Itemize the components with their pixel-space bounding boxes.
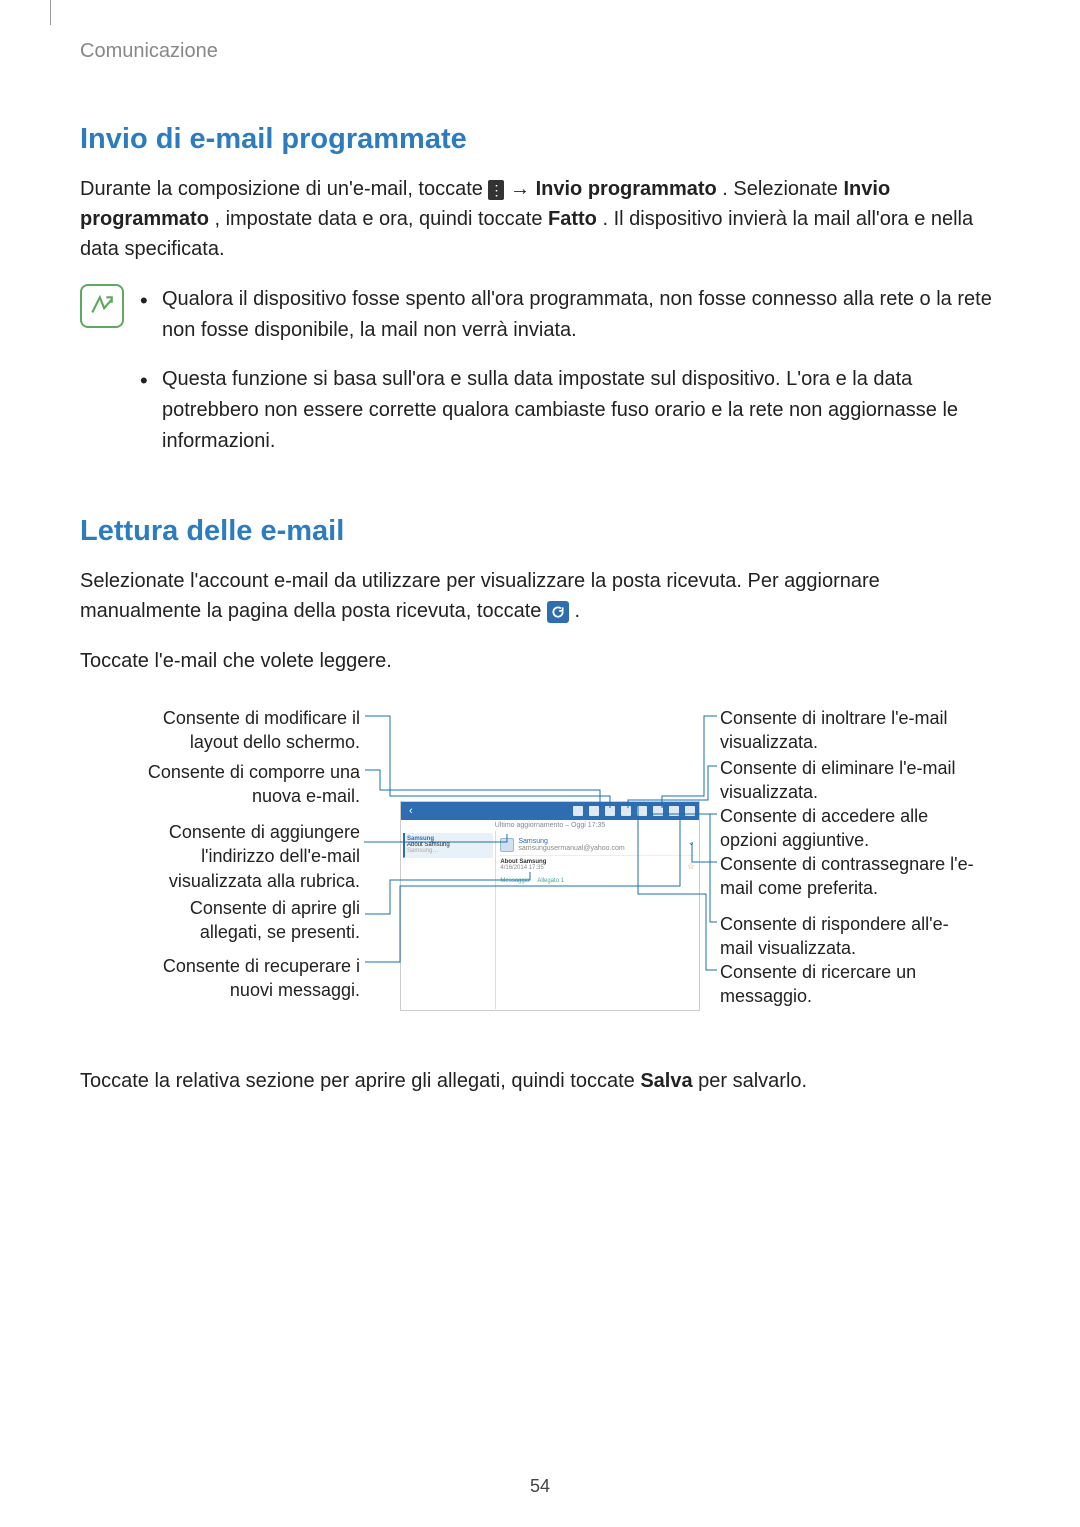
note-item: Questa funzione si basa sull'ora e sulla… (140, 364, 1000, 457)
text: , impostate data e ora, quindi toccate (214, 208, 548, 230)
para-read2: Toccate l'e-mail che volete leggere. (80, 646, 1000, 676)
mail-preview: Samsung samsungusermanual@yahoo.com ⌄ Ab… (496, 831, 699, 1009)
callout-forward: Consente di inoltrare l'e-mail visualizz… (720, 706, 980, 755)
search-icon (621, 806, 631, 816)
text: . Selezionate (722, 178, 843, 200)
callout-fetch: Consente di recuperare i nuovi messaggi. (140, 954, 360, 1003)
mail-date: 4/16/2014 17:35 (500, 865, 695, 871)
note-box: Qualora il dispositivo fosse spento all'… (80, 284, 1000, 475)
attachment-tab: Allegato 1 (537, 878, 564, 884)
chevron-down-icon: ⌄ (687, 837, 695, 848)
para-attachments: Toccate la relativa sezione per aprire g… (80, 1066, 1000, 1096)
more-options-icon: ⋮ (488, 180, 504, 200)
note-item: Qualora il dispositivo fosse spento all'… (140, 284, 1000, 346)
refresh-icon (547, 601, 569, 623)
callout-search: Consente di ricercare un messaggio. (720, 960, 980, 1009)
page-number: 54 (530, 1476, 550, 1497)
text: → (510, 178, 536, 200)
back-icon: ‹ (405, 805, 413, 817)
note-icon (80, 284, 124, 328)
text-bold: Fatto (548, 208, 597, 230)
section-label: Comunicazione (80, 40, 1000, 63)
callout-favorite: Consente di contrassegnare l'e-mail come… (720, 852, 980, 901)
text: Durante la composizione di un'e-mail, to… (80, 178, 488, 200)
text: per salvarlo. (698, 1070, 807, 1092)
callout-reply: Consente di rispondere all'e-mail visual… (720, 912, 980, 961)
attachment-tab: Messaggio (500, 878, 529, 884)
star-icon: ☆ (687, 861, 695, 872)
text: Toccate la relativa sezione per aprire g… (80, 1070, 640, 1092)
text: . (575, 600, 581, 622)
more-icon (685, 806, 695, 816)
heading-scheduled-email: Invio di e-mail programmate (80, 123, 1000, 156)
callout-compose: Consente di comporre una nuova e-mail. (140, 760, 360, 809)
callout-add-contact: Consente di aggiungere l'indirizzo dell'… (140, 820, 360, 893)
text-bold: Invio programmato (536, 178, 717, 200)
callout-layout: Consente di modificare il layout dello s… (140, 706, 360, 755)
callout-options: Consente di accedere alle opzioni aggiun… (720, 804, 980, 853)
heading-read-email: Lettura delle e-mail (80, 515, 1000, 548)
app-toolbar: ‹ (401, 802, 699, 820)
text-bold: Salva (640, 1070, 692, 1092)
reply-icon (637, 806, 647, 816)
delete-icon (605, 806, 615, 816)
callout-delete: Consente di eliminare l'e-mail visualizz… (720, 756, 980, 805)
note-list: Qualora il dispositivo fosse spento all'… (140, 284, 1000, 475)
mail-list-item: Samsung About Samsung Samsung… (403, 833, 493, 858)
refresh-toolbar-icon (669, 806, 679, 816)
text: Selezionate l'account e-mail da utilizza… (80, 570, 880, 622)
mail-list: Samsung About Samsung Samsung… (401, 831, 496, 1009)
compose-icon (573, 806, 583, 816)
last-update-text: Ultimo aggiornamento – Oggi 17:35 (401, 820, 699, 831)
email-app-mockup: ‹ Ultimo aggiornamento – Oggi 17:35 Sams… (400, 801, 700, 1011)
sender-name: Samsung (518, 838, 624, 845)
avatar (500, 838, 514, 852)
para-scheduled: Durante la composizione di un'e-mail, to… (80, 174, 1000, 264)
sender-email: samsungusermanual@yahoo.com (518, 845, 624, 852)
layout-icon (589, 806, 599, 816)
forward-icon (653, 806, 663, 816)
para-read1: Selezionate l'account e-mail da utilizza… (80, 566, 1000, 626)
email-diagram: Consente di modificare il layout dello s… (80, 696, 1000, 1036)
callout-attachments: Consente di aprire gli allegati, se pres… (140, 896, 360, 945)
